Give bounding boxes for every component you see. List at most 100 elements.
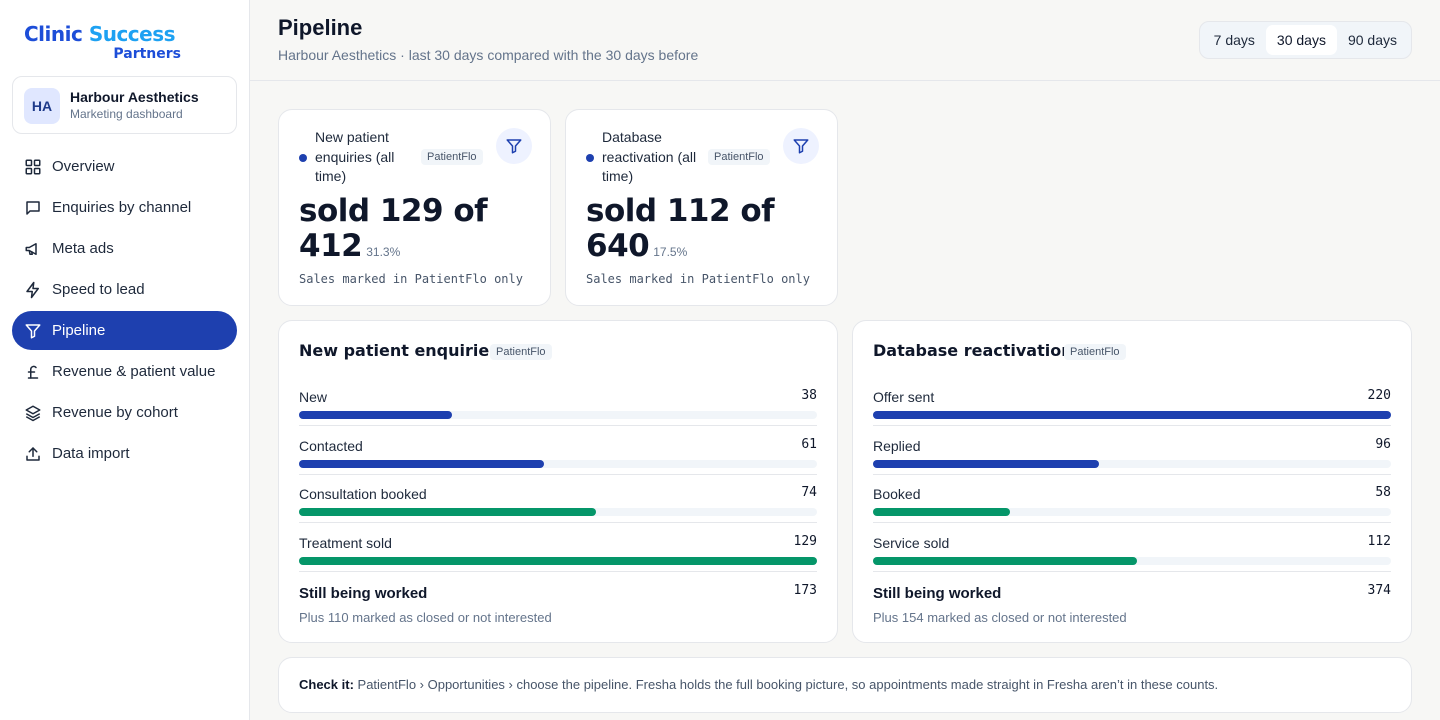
sidebar-item-data-import[interactable]: Data import <box>12 434 237 473</box>
megaphone-icon <box>25 242 37 255</box>
page-title: Pipeline <box>278 15 363 40</box>
page-subtitle: Harbour Aesthetics · last 30 days compar… <box>278 47 699 63</box>
progress-fill <box>299 508 597 516</box>
page-header: Pipeline Harbour Aesthetics · last 30 da… <box>250 0 1440 81</box>
worked-subtitle: Plus 110 marked as closed or not interes… <box>299 610 552 625</box>
stage-value: 220 <box>1367 388 1391 403</box>
brand-line2: Partners <box>113 46 181 62</box>
sidebar-item-label: Speed to lead <box>52 281 145 298</box>
stage-value: 58 <box>1375 485 1391 500</box>
progress-fill <box>299 411 452 419</box>
still-being-worked: Still being worked 173 Plus 110 marked a… <box>299 583 817 628</box>
funnel-row: Booked 58 <box>873 474 1391 523</box>
funnel-row: Treatment sold 129 <box>299 523 817 572</box>
stage-value: 96 <box>1375 437 1391 452</box>
layers-icon <box>25 405 41 421</box>
stage-label: Offer sent <box>873 389 935 405</box>
progress-fill <box>299 460 544 468</box>
sidebar-item-meta-ads[interactable]: Meta ads <box>12 229 237 268</box>
sidebar-item-revenue-patient-value[interactable]: Revenue & patient value <box>12 352 237 391</box>
stage-label: New <box>299 389 328 405</box>
filter-icon <box>25 323 41 338</box>
avatar: HA <box>24 88 60 124</box>
pound-icon <box>27 365 39 379</box>
stat-percentage: 17.5% <box>653 245 688 259</box>
upload-icon <box>26 446 40 461</box>
stat-value: sold 129 of 412 31.3% <box>299 194 539 270</box>
funnel-row: New 38 <box>299 377 817 426</box>
stage-label: Contacted <box>299 438 363 454</box>
status-dot <box>586 154 594 162</box>
brand-line1-b: Success <box>88 22 176 46</box>
stage-value: 38 <box>801 388 817 403</box>
stat-main-text: sold 112 of 640 <box>586 193 775 264</box>
funnel-card-new-patient-enquiries: New patient enquiries PatientFlo New 38 … <box>278 320 838 643</box>
stat-card-database-reactivation: Database reactivation (all time) Patient… <box>565 109 838 306</box>
funnel-title: Database reactivation <box>873 341 1073 360</box>
sidebar-item-speed-to-lead[interactable]: Speed to lead <box>12 270 237 309</box>
range-30-days-button[interactable]: 30 days <box>1265 25 1337 55</box>
stage-value: 74 <box>801 485 817 500</box>
filter-icon <box>506 139 522 154</box>
progress-track <box>873 411 1391 419</box>
progress-fill <box>873 508 1010 516</box>
progress-fill <box>873 557 1137 565</box>
sidebar-item-label: Revenue by cohort <box>52 404 178 421</box>
stage-label: Treatment sold <box>299 535 392 551</box>
worked-value: 173 <box>793 583 817 598</box>
stage-value: 129 <box>793 534 817 549</box>
worked-title: Still being worked <box>299 585 428 602</box>
funnel-card-database-reactivation: Database reactivation PatientFlo Offer s… <box>852 320 1412 643</box>
progress-track <box>873 557 1391 565</box>
account-card[interactable]: HA Harbour Aesthetics Marketing dashboar… <box>12 76 237 134</box>
brand-line1-a: Clinic <box>24 22 89 46</box>
source-badge: PatientFlo <box>708 149 770 165</box>
stat-main-text: sold 129 of 412 <box>299 193 488 264</box>
lightning-icon <box>26 281 39 298</box>
range-7-days-button[interactable]: 7 days <box>1213 32 1255 48</box>
worked-subtitle: Plus 154 marked as closed or not interes… <box>873 610 1127 625</box>
sidebar-item-pipeline[interactable]: Pipeline <box>12 311 237 350</box>
range-90-days-button[interactable]: 90 days <box>1347 32 1397 48</box>
source-badge: PatientFlo <box>421 149 483 165</box>
sidebar-item-label: Pipeline <box>52 322 106 339</box>
check-it-text: PatientFlo › Opportunities › choose the … <box>353 677 1219 692</box>
sidebar-item-label: Overview <box>52 158 115 175</box>
funnel-title: New patient enquiries <box>299 341 499 360</box>
filter-button[interactable] <box>496 128 532 164</box>
message-icon <box>26 200 40 215</box>
progress-fill <box>299 557 817 565</box>
progress-track <box>299 557 817 565</box>
stat-label: New patient enquiries (all time) <box>315 129 395 184</box>
sidebar-item-label: Meta ads <box>52 240 114 257</box>
funnel-row: Consultation booked 74 <box>299 474 817 523</box>
sidebar-item-enquiries-by-channel[interactable]: Enquiries by channel <box>12 188 237 227</box>
brand-logo[interactable]: Clinic Success Partners <box>24 22 184 64</box>
stat-note: Sales marked in PatientFlo only <box>299 272 523 286</box>
stat-percentage: 31.3% <box>366 245 401 259</box>
funnel-row: Service sold 112 <box>873 523 1391 572</box>
filter-button[interactable] <box>783 128 819 164</box>
sidebar: Clinic Success Partners HA Harbour Aesth… <box>0 0 250 720</box>
still-being-worked: Still being worked 374 Plus 154 marked a… <box>873 583 1391 628</box>
progress-fill <box>873 460 1100 468</box>
stage-label: Consultation booked <box>299 486 427 502</box>
funnel-row: Replied 96 <box>873 426 1391 475</box>
sidebar-item-label: Revenue & patient value <box>52 363 216 380</box>
status-dot <box>299 154 307 162</box>
stage-label: Service sold <box>873 535 950 551</box>
source-badge: PatientFlo <box>490 344 552 360</box>
progress-track <box>299 411 817 419</box>
worked-value: 374 <box>1367 583 1391 598</box>
sidebar-item-overview[interactable]: Overview <box>12 147 237 186</box>
stage-label: Booked <box>873 486 921 502</box>
sidebar-item-revenue-by-cohort[interactable]: Revenue by cohort <box>12 393 237 432</box>
sidebar-item-label: Enquiries by channel <box>52 199 192 216</box>
date-range-selector: 7 days 30 days 90 days <box>1198 21 1412 59</box>
progress-track <box>299 508 817 516</box>
funnel-row: Contacted 61 <box>299 426 817 475</box>
progress-track <box>873 508 1391 516</box>
stage-label: Replied <box>873 438 921 454</box>
account-name: Harbour Aesthetics <box>70 89 199 105</box>
progress-fill <box>873 411 1391 419</box>
